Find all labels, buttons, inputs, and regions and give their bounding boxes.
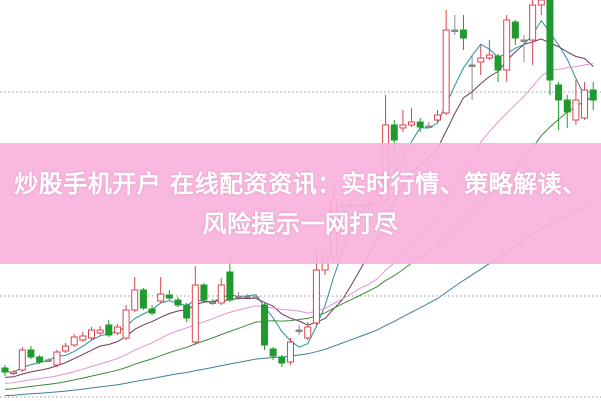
candle-body xyxy=(312,269,320,324)
candle-body xyxy=(520,39,528,42)
candle-body xyxy=(96,329,104,334)
candle-body xyxy=(503,19,511,71)
candle-body xyxy=(44,359,52,362)
candle-body xyxy=(563,99,571,113)
candle-body xyxy=(408,121,416,126)
candle-body xyxy=(131,289,139,311)
candle-body xyxy=(269,348,277,357)
moving-average-line xyxy=(4,38,594,378)
candle-body xyxy=(529,4,537,41)
candle-body xyxy=(235,295,243,298)
candle-body xyxy=(27,349,35,358)
banner-title: 炒股手机开户 在线配资资讯：实时行情、策略解读、风险提示一网打尽 xyxy=(14,169,587,238)
candle-body xyxy=(390,124,398,141)
candle-body xyxy=(174,299,182,306)
candle-body xyxy=(200,284,208,301)
candle-body xyxy=(62,345,70,352)
candle-body xyxy=(468,64,476,67)
candle-body xyxy=(399,124,407,129)
candle-body xyxy=(122,309,130,339)
candle-body xyxy=(572,99,580,121)
candle-body xyxy=(485,54,493,59)
candle-body xyxy=(243,295,251,298)
candle-body xyxy=(1,367,9,373)
candle-body xyxy=(425,125,433,128)
candle-body xyxy=(226,271,234,301)
candle-body xyxy=(442,29,450,114)
candle-body xyxy=(555,84,563,101)
candle-body xyxy=(451,29,459,32)
candle-body xyxy=(286,341,294,363)
candle-body xyxy=(209,301,217,304)
candle-body xyxy=(278,356,286,364)
candle-body xyxy=(546,0,554,81)
candle-body xyxy=(252,296,260,299)
moving-average-line xyxy=(5,19,594,373)
candle-body xyxy=(416,121,424,128)
title-banner: 炒股手机开户 在线配资资讯：实时行情、策略解读、风险提示一网打尽 xyxy=(0,143,601,264)
candle-body xyxy=(589,89,597,101)
candle-body xyxy=(434,114,441,121)
candle-body xyxy=(537,0,545,6)
candle-body xyxy=(477,57,485,63)
candle-body xyxy=(18,349,26,371)
candle-body xyxy=(217,284,225,304)
candle-body xyxy=(70,336,78,346)
candle-body xyxy=(183,304,191,319)
candle-body xyxy=(79,335,87,341)
candle-body xyxy=(511,21,519,39)
candle-body xyxy=(191,284,199,343)
candle-body xyxy=(304,326,312,339)
candle-body xyxy=(139,289,147,309)
candle-body xyxy=(295,329,303,332)
candle-body xyxy=(88,329,95,339)
candle-body xyxy=(36,356,44,363)
candle-body xyxy=(148,308,156,314)
candle-body xyxy=(165,294,173,299)
candle-body xyxy=(494,55,502,71)
candle-body xyxy=(459,29,467,39)
candle-body xyxy=(113,326,121,334)
candle-body xyxy=(261,304,268,346)
candle-body xyxy=(581,89,589,119)
candle-body xyxy=(10,371,18,374)
candle-body xyxy=(157,293,165,302)
candle-body xyxy=(53,351,61,366)
moving-average-line xyxy=(4,63,594,384)
candle-body xyxy=(105,324,113,336)
